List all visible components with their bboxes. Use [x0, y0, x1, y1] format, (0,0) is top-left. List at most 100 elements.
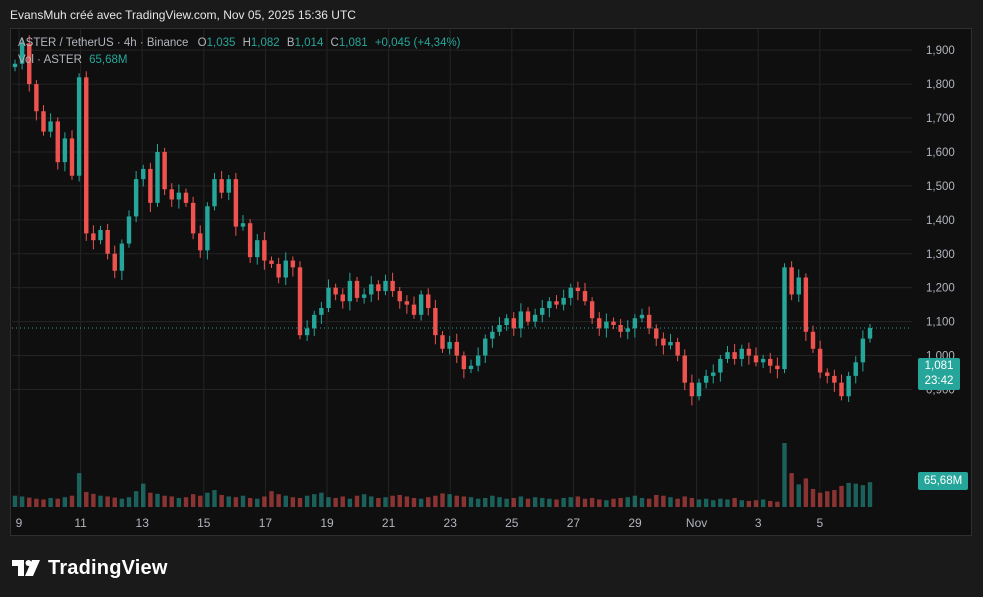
candle-body [575, 287, 581, 292]
volume-bar [547, 498, 552, 507]
candle-body [540, 308, 545, 315]
candle-body [589, 301, 595, 319]
volume-bar [354, 495, 360, 507]
candle-body [789, 267, 794, 295]
candle-body [532, 314, 538, 322]
candle-body [297, 267, 303, 336]
open-value: 1,035 [206, 37, 236, 49]
volume-bar [867, 482, 873, 507]
volume-bar [105, 496, 110, 507]
volume-bar [632, 495, 638, 507]
volume-bar [76, 473, 82, 507]
volume-bar [711, 500, 716, 507]
candle-body [775, 365, 780, 370]
candle-body [69, 138, 75, 176]
candle-body [34, 84, 39, 112]
volume-bar [468, 497, 474, 507]
candle-body [169, 189, 174, 200]
volume-bar [34, 498, 39, 507]
volume-bar [639, 497, 645, 507]
candle-body [133, 179, 139, 217]
candle-body [312, 314, 317, 329]
volume-bar [817, 492, 823, 507]
candle-body [440, 335, 445, 349]
volume-bar [661, 495, 666, 507]
candle-body [768, 358, 773, 366]
candle-body [525, 311, 531, 322]
candle-body [119, 243, 125, 271]
volume-bar [383, 497, 388, 507]
x-tick-label: 5 [816, 516, 823, 530]
candle-body [212, 179, 217, 207]
candle-body [84, 77, 89, 234]
candle-body [148, 168, 153, 203]
candle-body [746, 348, 752, 356]
candle-body [867, 328, 873, 339]
volume-bar [198, 495, 203, 507]
candle-body [611, 321, 616, 325]
candle-body [454, 341, 459, 356]
candle-body [276, 263, 281, 278]
y-tick-label: 1,700 [926, 113, 955, 125]
volume-bar [91, 493, 96, 507]
change-value: +0,045 (+4,34%) [374, 37, 461, 49]
volume-bar [226, 496, 231, 507]
candle-body [76, 77, 82, 176]
candle-body [226, 179, 231, 193]
x-tick-label: 25 [505, 516, 519, 530]
volume-bar [312, 494, 317, 507]
candle-body [782, 267, 787, 370]
volume-bar [297, 497, 303, 507]
candle-body [447, 341, 452, 349]
tradingview-logo[interactable]: TradingView [12, 555, 168, 581]
volume-bar [696, 499, 702, 507]
candle-body [832, 375, 837, 383]
volume-bar [654, 494, 659, 507]
volume-bar [69, 495, 75, 507]
candle-body [718, 358, 723, 373]
candle-body [183, 192, 189, 203]
candle-body [760, 358, 766, 363]
candle-body [739, 348, 744, 359]
volume-bar [376, 497, 381, 507]
candle-body [490, 331, 495, 339]
volume-bar [326, 497, 331, 507]
volume-bar [418, 498, 424, 507]
volume-bar [126, 497, 132, 507]
volume-bar [411, 497, 417, 507]
volume-bar [276, 494, 281, 507]
candle-body [696, 382, 702, 397]
volume-bar [304, 495, 310, 507]
candle-body [27, 43, 32, 85]
volume-bar [810, 488, 816, 507]
volume-bar [12, 495, 18, 507]
volume-bar [98, 495, 103, 507]
chart-panel[interactable] [10, 28, 972, 536]
candle-body [233, 179, 239, 227]
volume-bar [340, 496, 345, 507]
candle-body [269, 260, 274, 264]
volume-bar [789, 473, 794, 507]
candle-body [547, 301, 552, 309]
volume-bar [319, 492, 324, 507]
volume-bar [568, 497, 573, 507]
volume-bar [618, 497, 623, 507]
candle-body [646, 314, 652, 329]
volume-bar [41, 499, 46, 507]
candle-body [504, 318, 509, 325]
chart-legend: ASTER / TetherUS · 4h · Binance O1,035 H… [18, 35, 461, 69]
volume-bar [575, 496, 581, 507]
candle-body [319, 308, 324, 315]
high-label: H [242, 37, 251, 49]
candle-body [433, 308, 438, 336]
volume-bar [768, 500, 773, 507]
volume-badge: 65,68M [918, 472, 968, 490]
volume-bar [176, 497, 182, 507]
high-value: 1,082 [250, 37, 280, 49]
volume-bar [84, 491, 89, 507]
volume-bar [682, 496, 687, 507]
candle-body [810, 331, 816, 349]
volume-bar [148, 492, 153, 507]
candle-body [604, 321, 609, 329]
